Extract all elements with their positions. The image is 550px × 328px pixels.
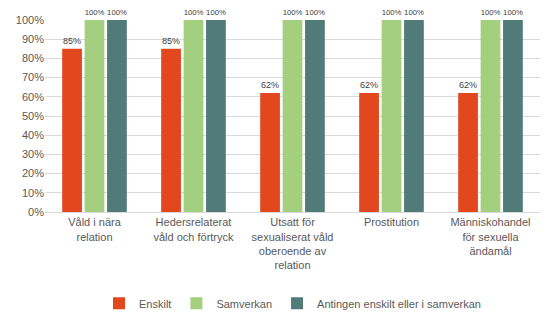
svg-text:Hedersrelateratvåld och förtry: Hedersrelateratvåld och förtryck [153,216,234,242]
svg-text:Antingen enskilt eller i samve: Antingen enskilt eller i samverkan [317,298,481,310]
svg-text:100%: 100% [206,8,226,17]
svg-text:50%: 50% [22,110,44,122]
svg-text:62%: 62% [360,80,378,90]
svg-text:0%: 0% [28,206,44,218]
svg-text:70%: 70% [22,71,44,83]
svg-text:100%: 100% [184,8,204,17]
svg-text:100%: 100% [107,8,127,17]
svg-text:Samverkan: Samverkan [216,298,272,310]
svg-text:20%: 20% [22,167,44,179]
svg-text:Prostitution: Prostitution [364,216,419,228]
svg-text:Våld i närarelation: Våld i närarelation [68,216,121,242]
svg-text:10%: 10% [22,187,44,199]
svg-text:100%: 100% [85,8,105,17]
svg-text:100%: 100% [404,8,424,17]
svg-text:100%: 100% [481,8,501,17]
svg-text:Enskilt: Enskilt [139,298,171,310]
svg-text:Människohandelför sexuellaända: Människohandelför sexuellaändamål [450,216,530,257]
svg-text:100%: 100% [305,8,325,17]
svg-text:62%: 62% [459,80,477,90]
svg-text:80%: 80% [22,52,44,64]
svg-text:100%: 100% [283,8,303,17]
svg-text:30%: 30% [22,148,44,160]
svg-text:Utsatt försexualiserat våldobe: Utsatt försexualiserat våldoberoende avr… [252,216,334,271]
svg-text:100%: 100% [16,14,44,26]
svg-text:100%: 100% [382,8,402,17]
svg-text:62%: 62% [261,80,279,90]
svg-text:85%: 85% [162,36,180,46]
svg-text:40%: 40% [22,129,44,141]
svg-text:90%: 90% [22,33,44,45]
svg-text:85%: 85% [63,36,81,46]
svg-text:100%: 100% [503,8,523,17]
svg-text:60%: 60% [22,91,44,103]
